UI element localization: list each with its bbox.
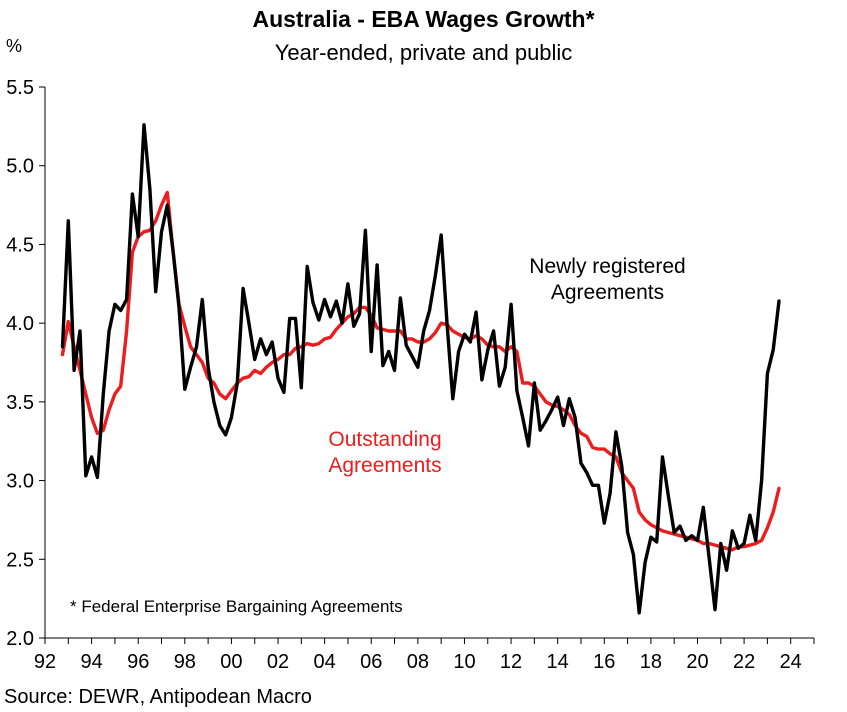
y-tick-label: 3.0 bbox=[6, 471, 34, 493]
source-note: Source: DEWR, Antipodean Macro bbox=[4, 686, 312, 708]
chart-subtitle: Year-ended, private and public bbox=[274, 40, 573, 65]
newly-registered-label: Newly registered Agreements bbox=[500, 254, 715, 306]
x-tick-label: 10 bbox=[453, 651, 475, 673]
x-tick-label: 20 bbox=[686, 651, 708, 673]
x-tick-label: 02 bbox=[267, 651, 289, 673]
x-tick-label: 22 bbox=[733, 651, 755, 673]
x-tick-label: 08 bbox=[407, 651, 429, 673]
y-tick-label: 5.0 bbox=[6, 156, 34, 178]
x-tick-label: 06 bbox=[360, 651, 382, 673]
outstanding-agreements-line bbox=[60, 190, 781, 552]
x-tick-label: 92 bbox=[34, 651, 56, 673]
x-tick-label: 24 bbox=[780, 651, 802, 673]
chart-title: Australia - EBA Wages Growth* bbox=[252, 6, 595, 32]
x-tick-label: 04 bbox=[314, 651, 336, 673]
y-tick-label: 2.5 bbox=[6, 549, 34, 571]
x-tick-label: 94 bbox=[80, 651, 102, 673]
newly-registered-line bbox=[60, 123, 781, 615]
series-layer bbox=[60, 123, 781, 615]
newly-registered-label-line2: Agreements bbox=[550, 281, 665, 304]
y-unit-label: % bbox=[6, 36, 23, 56]
x-tick-label: 00 bbox=[220, 651, 242, 673]
outstanding-label-line2: Agreements bbox=[328, 454, 442, 477]
x-tick-label: 18 bbox=[640, 651, 662, 673]
y-tick-label: 2.0 bbox=[6, 628, 34, 650]
x-tick-label: 96 bbox=[127, 651, 149, 673]
outstanding-label-line1: Outstanding bbox=[328, 428, 442, 451]
x-tick-label: 14 bbox=[547, 651, 569, 673]
newly-registered-label-line1: Newly registered bbox=[529, 255, 686, 278]
y-tick-label: 3.5 bbox=[6, 392, 34, 414]
x-tick-label: 12 bbox=[500, 651, 522, 673]
x-tick-label: 98 bbox=[174, 651, 196, 673]
x-tick-label: 16 bbox=[593, 651, 615, 673]
footnote: * Federal Enterprise Bargaining Agreemen… bbox=[70, 597, 403, 616]
axes: 2.0 2.5 3.0 3.5 4.0 4.5 5.0 5.5 92 94 96 98 00 02 04 06… bbox=[6, 77, 815, 673]
outstanding-label: Outstanding Agreements bbox=[280, 427, 490, 479]
y-tick-label: 4.0 bbox=[6, 313, 34, 335]
y-tick-label: 4.5 bbox=[6, 234, 34, 256]
y-tick-label: 5.5 bbox=[6, 77, 34, 99]
